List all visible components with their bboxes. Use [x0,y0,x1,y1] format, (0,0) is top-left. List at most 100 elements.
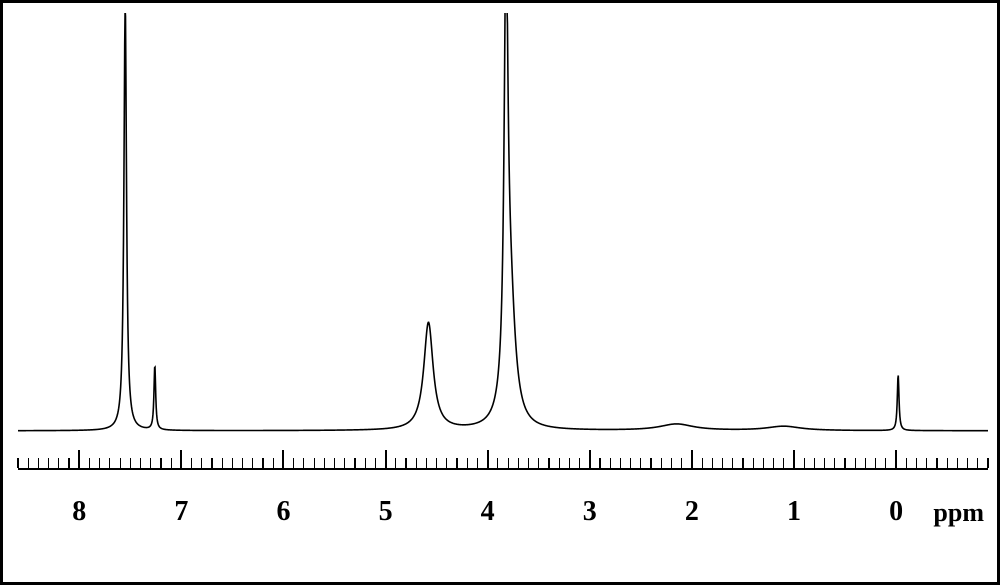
axis-tick-minor [865,458,866,468]
axis-tick-minor [855,458,856,468]
axis-tick-minor [630,458,631,468]
axis-tick-minor [262,458,263,468]
figure-frame: 876543210ppm [0,0,1000,585]
axis-tick-minor [354,458,355,468]
axis-tick-minor [916,458,917,468]
axis-tick-minor [497,458,498,468]
axis-tick-minor [702,458,703,468]
axis-tick-minor [722,458,723,468]
axis-tick-major [589,450,591,468]
axis-tick-label: 0 [889,496,903,528]
axis-tick-minor [834,458,835,468]
axis-tick-minor [273,458,274,468]
axis-tick-minor [620,458,621,468]
axis-tick-minor [303,458,304,468]
axis-tick-minor [947,458,948,468]
axis-tick-minor [967,458,968,468]
axis-tick-minor [599,458,600,468]
axis-tick-minor [763,458,764,468]
axis-tick-minor [456,458,457,468]
axis-tick-minor [232,458,233,468]
axis-tick-minor [416,458,417,468]
axis-tick-minor [661,458,662,468]
axis-tick-minor [957,458,958,468]
axis-tick-major [385,450,387,468]
axis-tick-major [180,450,182,468]
axis-tick-minor [824,458,825,468]
axis-tick-major [78,450,80,468]
axis-tick-minor [885,458,886,468]
axis-tick-label: 5 [379,496,393,528]
axis-tick-minor [160,458,161,468]
axis-tick-major [282,450,284,468]
axis-tick-label: 1 [787,496,801,528]
axis-tick-minor [211,458,212,468]
axis-tick-minor [610,458,611,468]
axis-tick-minor [528,458,529,468]
axis-tick-minor [650,458,651,468]
axis-tick-minor [365,458,366,468]
axis-tick-label: 7 [174,496,188,528]
axis-tick-minor [783,458,784,468]
axis-tick-major [487,450,489,468]
axis-tick-minor [324,458,325,468]
axis-tick-minor [977,458,978,468]
axis-tick-minor [405,458,406,468]
axis-tick-minor [671,458,672,468]
axis-tick-minor [38,458,39,468]
axis-tick-minor [171,458,172,468]
axis-tick-minor [467,458,468,468]
axis-tick-label: 4 [481,496,495,528]
axis-tick-minor [242,458,243,468]
axis-tick-minor [99,458,100,468]
axis-tick-minor [28,458,29,468]
axis-baseline [18,468,988,470]
axis-tick-minor [436,458,437,468]
axis-tick-minor [201,458,202,468]
axis-tick-minor [120,458,121,468]
axis-tick-label: 6 [276,496,290,528]
axis-tick-minor [936,458,937,468]
axis-tick-minor [518,458,519,468]
spectrum-plot [18,13,988,453]
axis-tick-minor [58,458,59,468]
axis-tick-minor [548,458,549,468]
axis-tick-minor [222,458,223,468]
axis-tick-minor [579,458,580,468]
axis-tick-minor [681,458,682,468]
axis-tick-minor [814,458,815,468]
axis-tick-minor [150,458,151,468]
axis-tick-minor [191,458,192,468]
axis-tick-minor [742,458,743,468]
axis-tick-minor [732,458,733,468]
axis-tick-minor [446,458,447,468]
axis-tick-minor [130,458,131,468]
axis-tick-minor [314,458,315,468]
axis-tick-label: 3 [583,496,597,528]
axis-tick-minor [89,458,90,468]
axis-tick-minor [68,458,69,468]
axis-tick-minor [559,458,560,468]
axis-tick-minor [17,458,18,468]
axis-tick-minor [293,458,294,468]
axis-tick-minor [926,458,927,468]
axis-tick-minor [538,458,539,468]
axis-tick-minor [344,458,345,468]
axis-tick-minor [375,458,376,468]
axis-tick-minor [334,458,335,468]
x-axis: 876543210ppm [18,468,988,578]
spectrum-line [18,13,988,453]
axis-tick-minor [804,458,805,468]
axis-tick-minor [875,458,876,468]
axis-tick-minor [640,458,641,468]
axis-tick-label: 8 [72,496,86,528]
axis-tick-minor [773,458,774,468]
axis-tick-minor [753,458,754,468]
axis-tick-minor [426,458,427,468]
axis-tick-major [793,450,795,468]
axis-tick-minor [140,458,141,468]
axis-tick-minor [844,458,845,468]
axis-tick-minor [48,458,49,468]
axis-tick-major [895,450,897,468]
axis-tick-minor [252,458,253,468]
